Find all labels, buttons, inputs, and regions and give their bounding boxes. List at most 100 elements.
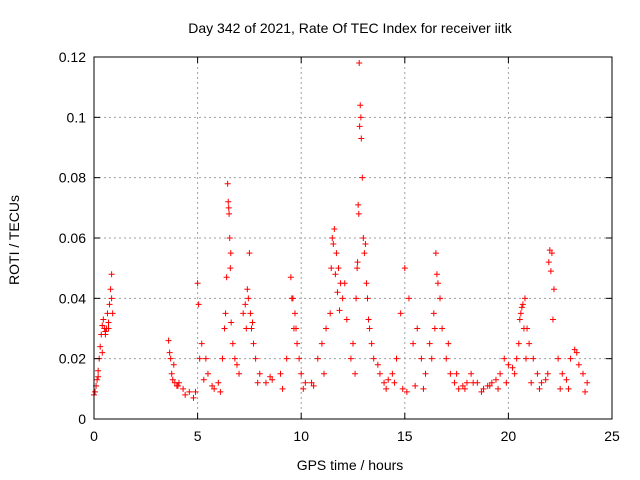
data-point: [323, 325, 330, 332]
y-tick-label: 0.1: [67, 109, 87, 125]
data-point: [546, 247, 553, 254]
data-point: [401, 265, 408, 272]
data-point: [376, 370, 383, 377]
data-point: [269, 376, 276, 383]
data-point: [397, 310, 404, 317]
data-point: [318, 340, 325, 347]
data-point: [433, 271, 440, 278]
data-point: [233, 361, 240, 368]
y-tick-label: 0: [78, 411, 86, 427]
data-point: [291, 310, 298, 317]
data-point: [190, 394, 197, 401]
data-point: [224, 180, 231, 187]
y-tick-label: 0.02: [59, 351, 86, 367]
data-point: [354, 259, 361, 266]
data-point: [453, 370, 460, 377]
data-point: [431, 325, 438, 332]
data-point: [544, 370, 551, 377]
chart-title: Day 342 of 2021, Rate Of TEC Index for r…: [188, 20, 512, 36]
data-point: [505, 361, 512, 368]
data-point: [391, 379, 398, 386]
data-point: [209, 382, 216, 389]
data-point: [443, 355, 450, 362]
data-point: [355, 210, 362, 217]
data-point: [520, 325, 527, 332]
data-point: [347, 355, 354, 362]
data-point: [99, 322, 106, 329]
data-point: [470, 379, 477, 386]
y-tick-label: 0.04: [59, 290, 86, 306]
data-point: [227, 265, 234, 272]
data-point: [95, 367, 102, 374]
data-point: [102, 328, 109, 335]
data-point: [430, 310, 437, 317]
data-point: [358, 135, 365, 142]
data-point: [575, 361, 582, 368]
data-point: [486, 382, 493, 389]
data-point: [287, 274, 294, 281]
x-tick-label: 0: [90, 428, 98, 444]
data-point: [359, 174, 366, 181]
data-point: [548, 250, 555, 257]
data-point: [211, 385, 218, 392]
data-point: [354, 265, 361, 272]
data-point: [517, 310, 524, 317]
data-point: [107, 286, 114, 293]
data-point: [488, 379, 495, 386]
data-point: [244, 286, 251, 293]
data-point: [339, 295, 346, 302]
data-point: [170, 361, 177, 368]
data-point: [428, 355, 435, 362]
data-points: [91, 60, 591, 401]
x-tick-label: 15: [397, 428, 413, 444]
data-point: [288, 295, 295, 302]
data-point: [330, 241, 337, 248]
data-point: [573, 349, 580, 356]
data-point: [329, 235, 336, 241]
data-point: [412, 382, 419, 389]
data-point: [542, 376, 549, 383]
data-point: [509, 364, 516, 371]
data-point: [310, 382, 317, 389]
data-point: [226, 235, 233, 241]
data-point: [229, 340, 236, 347]
data-point: [267, 373, 274, 380]
data-point: [204, 370, 211, 377]
data-point: [410, 340, 417, 347]
y-tick-label: 0.12: [59, 49, 86, 65]
data-point: [105, 325, 112, 332]
data-point: [298, 370, 305, 377]
data-point: [432, 250, 439, 257]
data-point: [521, 295, 528, 302]
data-point: [513, 355, 520, 362]
data-point: [300, 385, 307, 392]
data-point: [545, 259, 552, 266]
data-point: [331, 225, 338, 232]
data-point: [336, 307, 343, 314]
data-point: [225, 198, 232, 205]
data-point: [240, 310, 247, 317]
data-point: [363, 280, 370, 287]
data-point: [497, 370, 504, 377]
data-point: [547, 268, 554, 275]
data-point: [195, 301, 202, 308]
data-point: [403, 388, 410, 395]
data-point: [571, 346, 578, 353]
data-point: [228, 319, 235, 326]
data-point: [262, 379, 269, 386]
data-point: [221, 325, 228, 332]
data-point: [165, 337, 172, 344]
data-point: [320, 370, 327, 377]
data-point: [256, 370, 263, 377]
data-point: [227, 250, 234, 257]
data-point: [422, 370, 429, 377]
data-point: [437, 295, 444, 302]
data-point: [420, 385, 427, 392]
data-point: [356, 123, 363, 130]
y-axis-label: ROTI / TECUs: [6, 195, 22, 285]
data-point: [361, 250, 368, 257]
data-point: [167, 355, 174, 362]
data-point: [374, 361, 381, 368]
data-point: [461, 385, 468, 392]
